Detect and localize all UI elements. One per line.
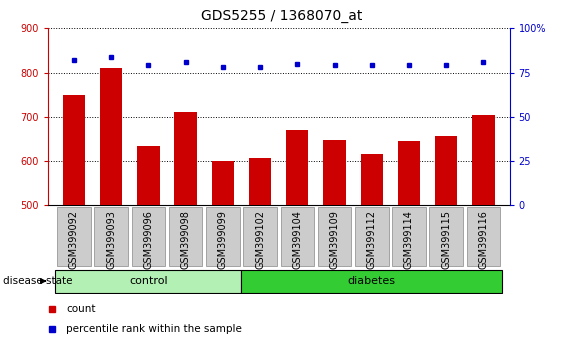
Bar bbox=[212, 161, 234, 205]
Text: GSM399102: GSM399102 bbox=[255, 210, 265, 269]
FancyBboxPatch shape bbox=[430, 207, 463, 266]
Bar bbox=[286, 130, 309, 205]
Text: GSM399093: GSM399093 bbox=[106, 210, 116, 269]
FancyBboxPatch shape bbox=[280, 207, 314, 266]
Text: GSM399096: GSM399096 bbox=[144, 210, 153, 269]
Text: GSM399116: GSM399116 bbox=[479, 210, 489, 269]
Bar bbox=[62, 95, 85, 205]
Text: GSM399098: GSM399098 bbox=[181, 210, 191, 269]
Text: GSM399114: GSM399114 bbox=[404, 210, 414, 269]
Bar bbox=[360, 154, 383, 205]
Bar bbox=[472, 115, 495, 205]
Text: diabetes: diabetes bbox=[348, 276, 396, 286]
Text: disease state: disease state bbox=[3, 276, 72, 286]
Bar bbox=[398, 141, 420, 205]
Text: GSM399092: GSM399092 bbox=[69, 210, 79, 269]
FancyBboxPatch shape bbox=[57, 207, 91, 266]
FancyBboxPatch shape bbox=[95, 207, 128, 266]
Bar bbox=[323, 140, 346, 205]
Bar bbox=[137, 145, 159, 205]
FancyBboxPatch shape bbox=[55, 270, 242, 292]
Text: GSM399115: GSM399115 bbox=[441, 210, 451, 269]
Bar bbox=[100, 68, 122, 205]
FancyBboxPatch shape bbox=[355, 207, 388, 266]
Bar bbox=[435, 136, 457, 205]
Text: control: control bbox=[129, 276, 168, 286]
Text: GSM399112: GSM399112 bbox=[367, 210, 377, 269]
Text: count: count bbox=[66, 304, 96, 314]
FancyBboxPatch shape bbox=[243, 207, 277, 266]
Text: GSM399099: GSM399099 bbox=[218, 210, 228, 269]
Text: GSM399109: GSM399109 bbox=[329, 210, 339, 269]
Text: GDS5255 / 1368070_at: GDS5255 / 1368070_at bbox=[201, 9, 362, 23]
Text: percentile rank within the sample: percentile rank within the sample bbox=[66, 324, 242, 334]
FancyBboxPatch shape bbox=[169, 207, 202, 266]
FancyBboxPatch shape bbox=[467, 207, 500, 266]
FancyBboxPatch shape bbox=[392, 207, 426, 266]
FancyBboxPatch shape bbox=[318, 207, 351, 266]
Bar bbox=[175, 113, 197, 205]
FancyBboxPatch shape bbox=[242, 270, 502, 292]
FancyBboxPatch shape bbox=[132, 207, 165, 266]
Text: GSM399104: GSM399104 bbox=[292, 210, 302, 269]
Bar bbox=[249, 158, 271, 205]
FancyBboxPatch shape bbox=[206, 207, 240, 266]
